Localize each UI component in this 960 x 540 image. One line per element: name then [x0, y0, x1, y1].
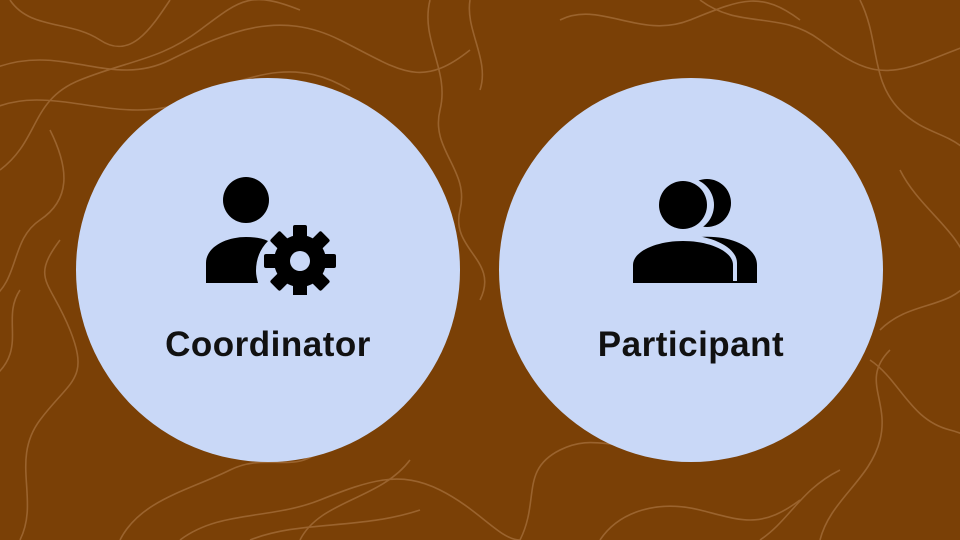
coordinator-label: Coordinator	[165, 325, 371, 364]
person-gear-icon	[206, 177, 336, 295]
participant-label: Participant	[597, 325, 785, 364]
coordinator-role-card[interactable]: Coordinator	[76, 78, 460, 462]
participant-role-card[interactable]: Participant	[499, 78, 883, 462]
people-group-icon	[629, 178, 757, 283]
